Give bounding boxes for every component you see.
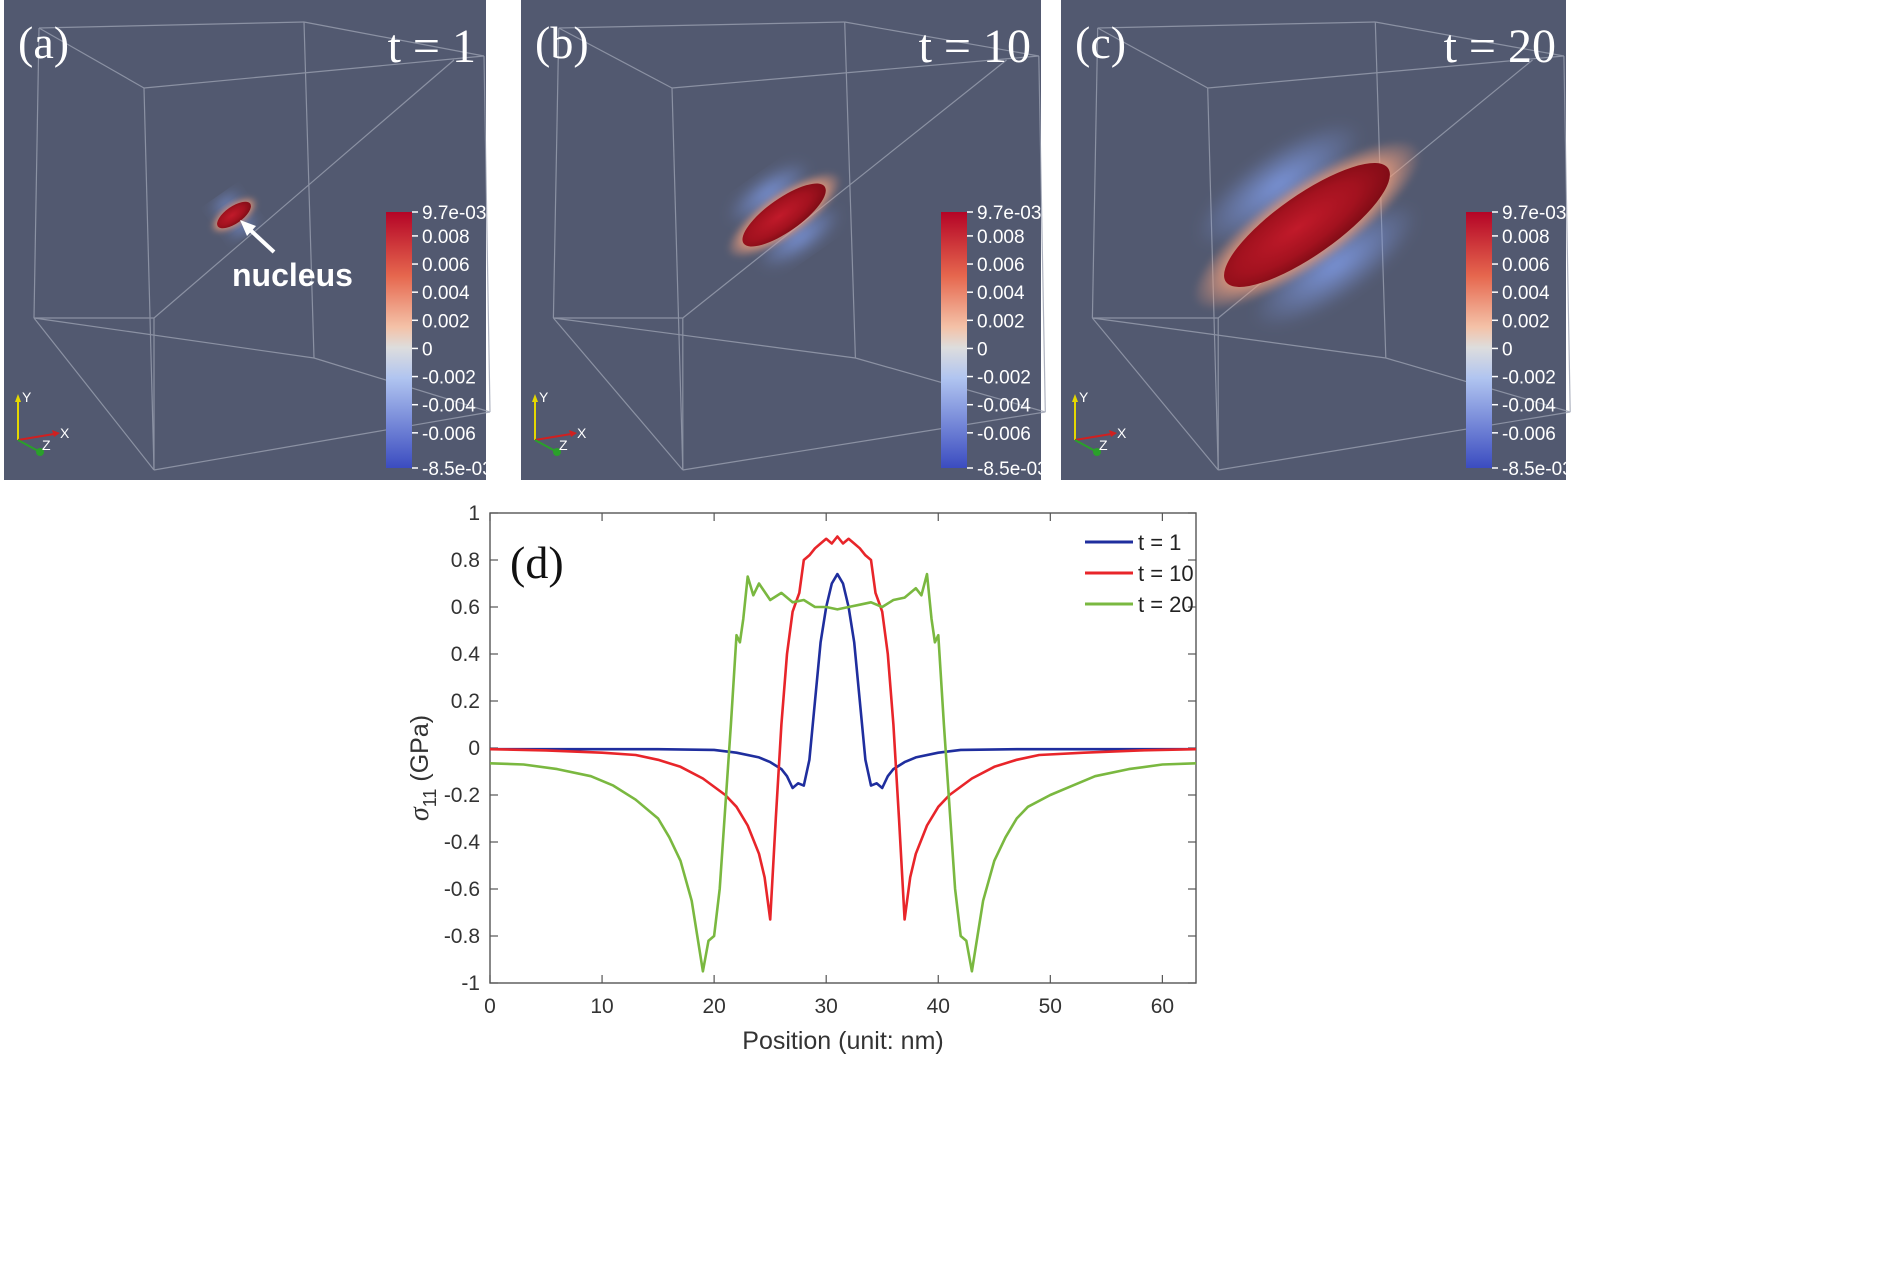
precipitate-inclusion <box>1192 121 1422 329</box>
colorbar-tick-label: 0.006 <box>422 255 470 276</box>
y-tick-label: 0 <box>468 737 480 760</box>
colorbar-tick-label: -0.002 <box>422 368 476 389</box>
colorbar-tick-label: -8.5e-03 <box>977 459 1048 480</box>
nucleus-arrow <box>245 225 276 254</box>
series-line-1 <box>490 572 1196 790</box>
colorbar-tick-label: -8.5e-03 <box>422 459 493 480</box>
colorbar-tick-label: 0.008 <box>422 227 470 248</box>
y-axis-label-subscript: 11 <box>420 789 440 808</box>
x-tick-label: 30 <box>815 995 838 1018</box>
panel-label-d: (d) <box>510 537 564 588</box>
panel-c: (c) t = 20 9.7e-03 0.008 0.006 0.004 0.002 0 -0.… <box>1061 0 1573 480</box>
precipitate-inclusion <box>208 189 260 241</box>
colorbar-tick-label: 0.004 <box>1502 283 1550 304</box>
colorbar: 9.7e-03 0.008 0.006 0.004 0.002 0 -0.002 -0.004… <box>941 203 1048 480</box>
panel-a: (a) t = 1 nucleus 9.7e-03 0.008 0.006 0.004 0.0… <box>4 0 493 480</box>
colorbar-tick-label: 0.002 <box>977 311 1025 332</box>
legend: t = 1 t = 10 t = 20 <box>1085 530 1194 617</box>
colorbar-tick-label: 0.006 <box>1502 255 1550 276</box>
x-tick-label: 40 <box>927 995 950 1018</box>
colorbar-tick-label: 0.002 <box>422 311 470 332</box>
colorbar-tick-label: 0.006 <box>977 255 1025 276</box>
series-line-3 <box>489 572 1197 973</box>
y-tick-label: 0.6 <box>451 596 480 619</box>
axis-y-label: Y <box>539 389 549 405</box>
axes-orientation-triad: Y XZ <box>1072 389 1127 456</box>
y-tick-label: -0.4 <box>444 831 481 854</box>
y-axis-label-unit: (GPa) <box>406 715 434 789</box>
colorbar-tick-label: -0.004 <box>1502 396 1556 417</box>
colorbar-tick-label: 0.002 <box>1502 311 1550 332</box>
panel-label: (b) <box>535 17 589 68</box>
x-tick-label: 0 <box>484 995 496 1018</box>
x-tick-label: 10 <box>590 995 613 1018</box>
x-tick-label: 20 <box>702 995 725 1018</box>
colorbar-tick-label: 9.7e-03 <box>1502 203 1566 224</box>
colorbar-tick-label: 0 <box>422 339 433 360</box>
y-tick-label: 0.4 <box>451 643 481 666</box>
colorbar-tick-label: -0.004 <box>977 396 1031 417</box>
y-tick-label: -0.8 <box>444 925 480 948</box>
axis-z-label: Z <box>42 437 51 453</box>
y-axis-label: σ11 (GPa) <box>404 715 440 821</box>
time-label: t = 20 <box>1444 20 1556 73</box>
axis-z-label: Z <box>1099 437 1108 453</box>
colorbar-tick-label: 0 <box>977 339 988 360</box>
colorbar-tick-label: -0.002 <box>1502 368 1556 389</box>
legend-entry: t = 1 <box>1138 530 1181 555</box>
panel-label: (a) <box>18 17 69 68</box>
axis-x-label: X <box>60 425 70 441</box>
colorbar-tick-label: 0.004 <box>977 283 1025 304</box>
series-line-2 <box>489 535 1197 921</box>
colorbar-tick-label: 0.008 <box>977 227 1025 248</box>
y-tick-label: 1 <box>468 502 480 525</box>
time-label: t = 1 <box>388 20 476 73</box>
axis-y-label: Y <box>1079 389 1089 405</box>
y-tick-label: 0.8 <box>451 549 480 572</box>
colorbar-tick-label: -0.006 <box>1502 424 1556 445</box>
time-label: t = 10 <box>919 20 1031 73</box>
y-tick-label: 0.2 <box>451 690 480 713</box>
axis-y-label: Y <box>22 389 32 405</box>
axes-orientation-triad: Y XZ <box>15 389 70 456</box>
axis-x-label: X <box>1117 425 1127 441</box>
y-tick-label: -0.6 <box>444 878 480 901</box>
legend-entry: t = 10 <box>1138 561 1194 586</box>
colorbar-tick-label: 0.008 <box>1502 227 1550 248</box>
colorbar-tick-label: 9.7e-03 <box>422 203 486 224</box>
simulation-box-wireframe <box>33 21 491 471</box>
y-axis-label-symbol: σ <box>404 806 435 821</box>
colorbar-tick-label: -8.5e-03 <box>1502 459 1573 480</box>
legend-entry: t = 20 <box>1138 592 1194 617</box>
colorbar-tick-label: 0.004 <box>422 283 470 304</box>
axes-orientation-triad: Y XZ <box>532 389 587 456</box>
y-tick-label: -1 <box>461 972 480 995</box>
colorbar-tick-label: 9.7e-03 <box>977 203 1041 224</box>
x-tick-label: 50 <box>1039 995 1062 1018</box>
nucleus-annotation: nucleus <box>232 257 353 293</box>
x-tick-label: 60 <box>1151 995 1174 1018</box>
colorbar-tick-label: -0.004 <box>422 396 476 417</box>
colorbar-tick-label: -0.006 <box>422 424 476 445</box>
axis-x-label: X <box>577 425 587 441</box>
colorbar-tick-label: -0.002 <box>977 368 1031 389</box>
colorbar: 9.7e-03 0.008 0.006 0.004 0.002 0 -0.002 -0.004… <box>386 203 493 480</box>
precipitate-inclusion <box>726 160 842 270</box>
colorbar: 9.7e-03 0.008 0.006 0.004 0.002 0 -0.002 -0.004… <box>1466 203 1573 480</box>
colorbar-gradient <box>941 212 967 468</box>
y-tick-label: -0.2 <box>444 784 480 807</box>
arrow-head <box>240 220 256 236</box>
x-axis-label: Position (unit: nm) <box>742 1027 943 1055</box>
colorbar-gradient <box>1466 212 1492 468</box>
colorbar-tick-label: -0.006 <box>977 424 1031 445</box>
axis-z-label: Z <box>559 437 568 453</box>
colorbar-gradient <box>386 212 412 468</box>
panel-b: (b) t = 10 9.7e-03 0.008 0.006 0.004 0.002 0 -0.… <box>521 0 1048 480</box>
panel-label: (c) <box>1075 17 1126 68</box>
colorbar-tick-label: 0 <box>1502 339 1513 360</box>
stress-line-chart: 0 10 20 30 40 50 60 -1 -0.8 -0.6 -0.4 -0.2 0 0.2 0.4 0.… <box>404 502 1197 1055</box>
